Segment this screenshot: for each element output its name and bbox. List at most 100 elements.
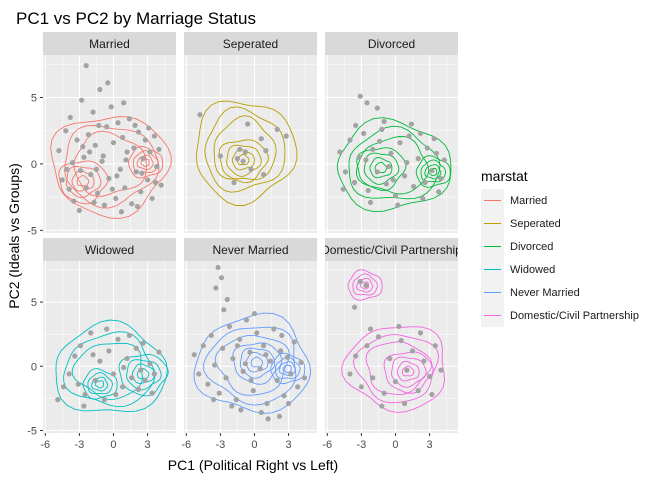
data-point — [397, 140, 403, 146]
facet-strip-label: Married — [89, 37, 130, 51]
density-contour — [239, 347, 276, 379]
data-point — [284, 354, 291, 360]
data-point — [216, 390, 222, 396]
data-point — [420, 195, 426, 202]
data-point — [105, 80, 111, 86]
facet-strip-label: Never Married — [212, 243, 288, 257]
data-point — [279, 332, 285, 339]
data-point — [357, 93, 363, 99]
data-point — [257, 366, 263, 372]
data-point — [388, 150, 394, 156]
data-point — [379, 403, 385, 409]
data-point — [90, 109, 96, 115]
data-point — [154, 163, 160, 170]
facet-strip-bg — [325, 32, 458, 55]
data-point — [60, 384, 67, 390]
data-point — [83, 185, 89, 191]
data-point — [101, 397, 107, 403]
density-contour — [365, 341, 433, 395]
data-point — [375, 334, 382, 340]
data-point — [374, 169, 380, 175]
data-point — [240, 368, 246, 374]
data-point — [347, 371, 353, 377]
data-point — [291, 339, 297, 345]
data-point — [342, 169, 349, 175]
density-contour — [131, 363, 155, 384]
data-point — [432, 343, 438, 349]
y-tick-label: 5 — [31, 93, 37, 105]
data-point — [217, 153, 223, 159]
data-point — [381, 118, 387, 125]
data-point — [191, 352, 197, 358]
data-point — [76, 207, 82, 214]
density-contour — [231, 149, 255, 171]
data-point — [429, 391, 435, 398]
legend-item-never-married: Never Married — [481, 281, 580, 304]
data-point — [81, 403, 87, 409]
density-contour — [356, 147, 407, 192]
data-point — [146, 125, 152, 131]
density-contour — [195, 100, 298, 206]
data-point — [237, 146, 243, 152]
data-point — [124, 355, 130, 362]
data-point — [288, 371, 294, 377]
data-point — [92, 377, 98, 383]
data-point — [80, 144, 86, 150]
data-point — [340, 186, 346, 192]
data-point — [260, 171, 267, 178]
data-point — [223, 375, 229, 381]
density-contour — [363, 152, 400, 185]
data-point — [224, 296, 230, 303]
data-point — [94, 190, 101, 196]
density-contour — [369, 157, 393, 179]
data-point — [129, 201, 135, 207]
data-point — [118, 209, 125, 215]
density-contour — [428, 167, 438, 177]
data-point — [69, 159, 76, 166]
data-point — [406, 133, 412, 139]
data-point — [113, 195, 119, 202]
panel-content — [50, 63, 172, 220]
data-point — [59, 177, 65, 183]
data-point — [90, 352, 96, 358]
data-point — [71, 198, 77, 204]
facet-strip-label: Widowed — [85, 243, 134, 257]
data-point — [88, 171, 94, 178]
data-point — [408, 121, 414, 127]
panel-content — [55, 319, 169, 413]
x-tick-label: -6 — [40, 439, 50, 451]
density-contour — [352, 334, 440, 404]
density-contour — [65, 165, 102, 199]
facet-seperated: Seperated — [184, 32, 317, 233]
facet-divorced: Divorced — [325, 32, 458, 233]
data-point — [417, 130, 424, 136]
data-point — [124, 149, 130, 155]
data-point — [347, 137, 353, 143]
x-tick-label: -3 — [215, 439, 225, 451]
density-contour — [193, 312, 312, 414]
x-tick-label: 0 — [110, 439, 116, 451]
data-point — [357, 278, 363, 285]
data-point — [436, 189, 442, 195]
data-point — [234, 156, 241, 162]
data-point — [110, 140, 117, 146]
data-point — [158, 182, 164, 188]
data-point — [210, 397, 217, 403]
data-point — [91, 199, 97, 206]
data-point — [237, 336, 243, 342]
data-point — [133, 345, 139, 351]
data-point — [83, 63, 89, 69]
data-point — [151, 371, 158, 377]
data-point — [133, 169, 139, 175]
density-contour — [213, 115, 277, 180]
data-point — [156, 349, 162, 355]
data-point — [234, 343, 241, 349]
data-point — [134, 203, 140, 210]
density-contour — [204, 106, 286, 193]
data-point — [392, 379, 399, 385]
data-point — [135, 386, 142, 392]
density-contour — [55, 319, 168, 413]
data-point — [121, 100, 127, 106]
data-point — [85, 132, 92, 138]
data-point — [100, 153, 106, 159]
